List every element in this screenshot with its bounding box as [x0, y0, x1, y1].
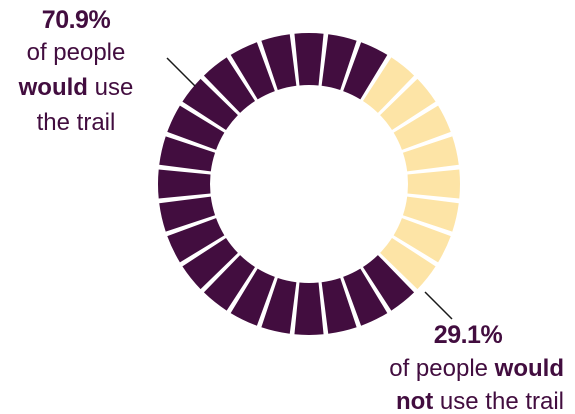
donut-segment-would-not-use: [362, 57, 415, 113]
donut-segment-would-not-use: [380, 78, 436, 131]
donut-segment-would-not-use: [402, 196, 459, 232]
donut-segment-would-use: [294, 282, 324, 335]
donut-segment-would-not-use: [380, 237, 436, 290]
donut-segment-would-use: [167, 218, 225, 263]
would-not-use-label: of people would not use the trail: [389, 355, 564, 414]
would-use-percent: 70.9%: [42, 6, 111, 34]
donut-segment-would-use: [343, 42, 388, 100]
donut-segment-would-use: [321, 34, 357, 91]
donut-segment-would-not-use: [393, 218, 451, 263]
donut-segment-would-use: [261, 34, 297, 91]
donut-segment-would-use: [362, 255, 415, 311]
donut-segment-would-use: [294, 33, 324, 86]
would-not-use-percent: 29.1%: [434, 321, 503, 349]
would-use-label-line-2-part-0: the trail: [37, 109, 116, 136]
donut-segment-would-use: [230, 42, 275, 100]
donut-segment-would-use: [159, 196, 216, 232]
donut-segment-would-use: [182, 78, 238, 131]
would-use-label-line-1-part-0: would: [18, 74, 88, 101]
donut-segment-would-not-use: [393, 105, 451, 150]
donut-segment-would-use: [203, 57, 256, 113]
leader-line-would-not-use: [424, 291, 453, 320]
would-use-label: of people would use the trail: [18, 39, 134, 136]
donut-segment-would-use: [167, 105, 225, 150]
would-use-label-line-1-part-1: use: [88, 74, 133, 101]
would-not-use-label-line-1-part-0: not: [396, 388, 433, 414]
donut-segment-would-use: [203, 255, 256, 311]
donut-segments: [158, 33, 461, 335]
donut-segment-would-use: [321, 277, 357, 334]
would-not-use-label-line-1-part-1: use the trail: [433, 388, 564, 414]
donut-segment-would-use: [158, 169, 211, 199]
would-not-use-label-line-0-part-0: of people: [389, 355, 494, 382]
donut-segment-would-use: [230, 268, 275, 326]
would-use-label-line-0-part-0: of people: [27, 39, 126, 66]
donut-segment-would-use: [343, 268, 388, 326]
would-not-use-label-line-0-part-1: would: [494, 355, 564, 382]
donut-segment-would-not-use: [407, 169, 461, 199]
donut-segment-would-use: [261, 277, 297, 334]
leader-line-would-use: [166, 57, 196, 87]
donut-segment-would-use: [159, 136, 216, 172]
donut-segment-would-not-use: [402, 136, 459, 172]
donut-segment-would-use: [182, 237, 238, 290]
